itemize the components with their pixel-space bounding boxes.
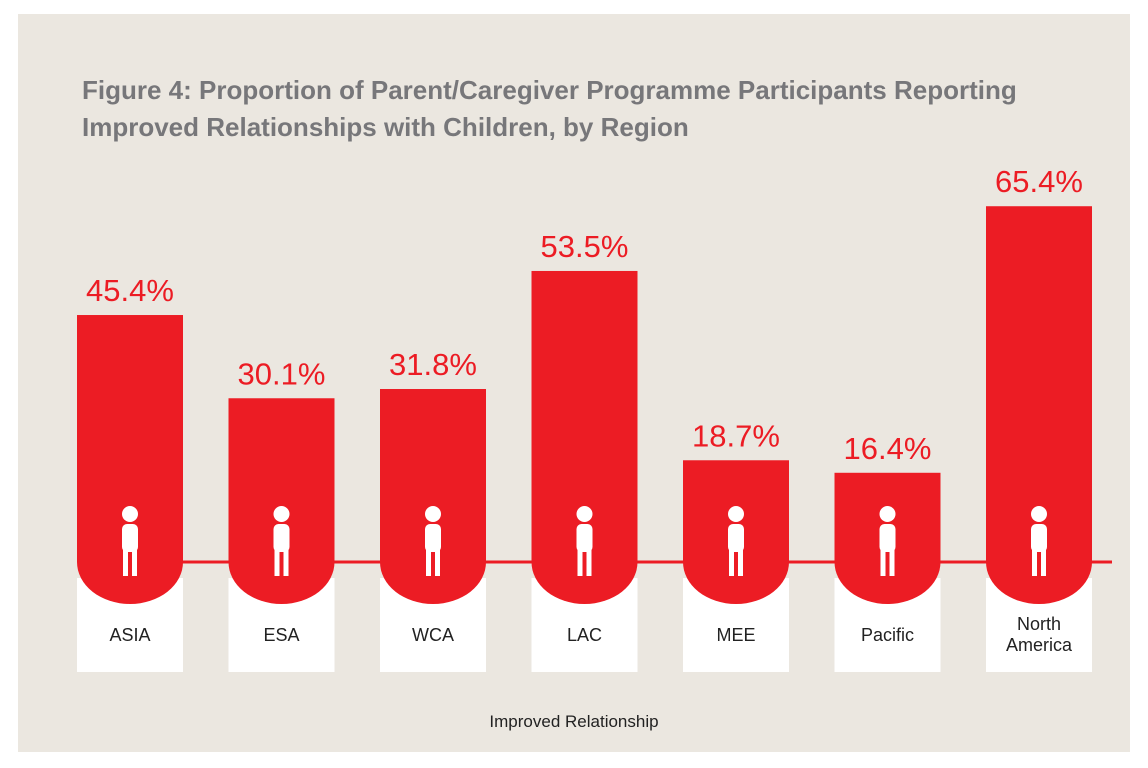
category-label: MEE [683, 598, 789, 672]
category-text: MEE [716, 624, 756, 645]
icon-head [273, 506, 290, 522]
icon [879, 506, 896, 576]
bar-cap [531, 562, 638, 604]
icon-leg [274, 548, 280, 576]
icon-leg [283, 548, 289, 576]
icon-leg [738, 548, 743, 576]
icon-body [122, 524, 138, 552]
icon-head [728, 506, 744, 522]
category-text: WCA [412, 624, 454, 645]
icon-leg [132, 548, 137, 576]
icon [273, 506, 290, 576]
category-label: Pacific [835, 598, 941, 672]
bar-cap [834, 562, 941, 604]
bar-cap [683, 562, 789, 604]
category-text: ESA [263, 624, 300, 645]
bar-cap [380, 562, 486, 604]
value-label: 65.4% [995, 164, 1083, 199]
icon-leg [729, 548, 734, 576]
icon-head [1031, 506, 1047, 522]
icon-head [122, 506, 138, 522]
bar-cap [986, 562, 1092, 604]
value-label: 31.8% [389, 347, 477, 382]
icon-leg [435, 548, 440, 576]
icon-body [728, 524, 744, 552]
category-text: North America [1005, 614, 1072, 655]
category-label: ESA [229, 598, 335, 672]
category-label: WCA [380, 598, 486, 672]
category-text: ASIA [109, 624, 151, 645]
icon [728, 506, 744, 576]
icon [425, 506, 441, 576]
x-axis-label: Improved Relationship [489, 712, 659, 731]
icon-leg [889, 548, 895, 576]
icon-body [879, 524, 896, 552]
bar-cap [228, 562, 335, 604]
icon-leg [1032, 548, 1037, 576]
icon [122, 506, 138, 576]
value-label: 45.4% [86, 273, 174, 308]
bar [986, 206, 1092, 562]
category-label: ASIA [77, 598, 183, 672]
icon-body [425, 524, 441, 552]
icon-leg [123, 548, 128, 576]
icon-head [576, 506, 593, 522]
value-label: 18.7% [692, 418, 780, 453]
icon-body [273, 524, 290, 552]
category-label: LAC [532, 598, 638, 672]
value-label: 16.4% [844, 431, 932, 466]
value-label: 53.5% [541, 229, 629, 264]
value-label: 30.1% [238, 356, 326, 391]
icon [576, 506, 593, 576]
icon-head [425, 506, 441, 522]
icon-head [879, 506, 896, 522]
icon [1031, 506, 1047, 576]
bar-cap [77, 562, 183, 604]
icon-body [576, 524, 593, 552]
icon-body [1031, 524, 1047, 552]
icon-leg [586, 548, 592, 576]
icon-leg [880, 548, 886, 576]
category-text: Pacific [860, 624, 914, 645]
chart-title: Figure 4: Proportion of Parent/Caregiver… [82, 75, 1017, 142]
icon-leg [1041, 548, 1046, 576]
category-label: North America [986, 598, 1092, 672]
category-text: LAC [566, 624, 602, 645]
icon-leg [577, 548, 583, 576]
icon-leg [426, 548, 431, 576]
